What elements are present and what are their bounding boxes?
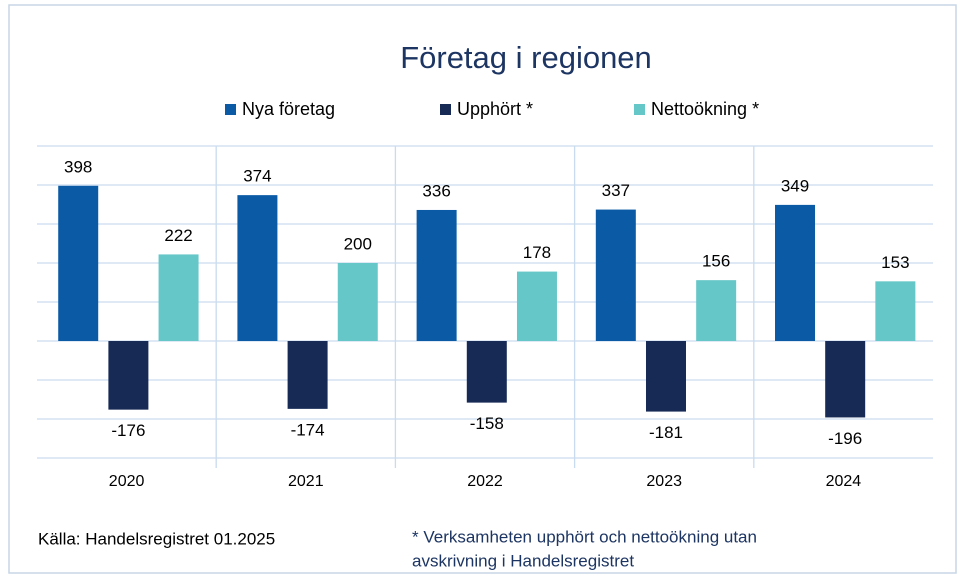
- legend-swatch: [225, 104, 236, 115]
- data-label: 349: [781, 176, 809, 195]
- bar: [466, 341, 507, 403]
- data-label: -174: [291, 420, 325, 439]
- bar: [645, 341, 686, 412]
- data-label: 222: [164, 226, 192, 245]
- legend-label: Nettoökning *: [651, 99, 759, 119]
- data-label: -196: [828, 429, 862, 448]
- data-label: 398: [64, 157, 92, 176]
- bar: [775, 204, 816, 341]
- chart-title: Företag i regionen: [400, 40, 652, 75]
- legend-swatch: [440, 104, 451, 115]
- bar: [337, 263, 378, 341]
- data-label: 178: [523, 243, 551, 262]
- footnote-line: avskrivning i Handelsregistret: [412, 551, 634, 570]
- data-label: 156: [702, 252, 730, 271]
- bar: [416, 209, 457, 341]
- x-tick-label: 2023: [646, 473, 682, 490]
- bar: [158, 254, 199, 341]
- bar: [696, 280, 737, 341]
- data-label: -181: [649, 423, 683, 442]
- x-tick-label: 2024: [826, 473, 862, 490]
- data-label: 374: [243, 167, 271, 186]
- bar: [875, 281, 916, 341]
- bar: [595, 209, 636, 341]
- x-tick-label: 2021: [288, 473, 324, 490]
- legend-label: Nya företag: [242, 99, 335, 119]
- bar: [287, 341, 328, 409]
- bar: [825, 341, 866, 418]
- bar: [108, 341, 149, 410]
- bar: [58, 185, 99, 341]
- x-tick-label: 2022: [467, 473, 503, 490]
- legend-swatch: [634, 104, 645, 115]
- data-label: 336: [422, 181, 450, 200]
- bar: [516, 271, 557, 341]
- footnote-line: * Verksamheten upphört och nettoökning u…: [412, 527, 757, 546]
- data-label: -176: [111, 421, 145, 440]
- data-label: 200: [344, 234, 372, 253]
- data-label: 153: [881, 253, 909, 272]
- source-note: Källa: Handelsregistret 01.2025: [38, 529, 275, 548]
- bar: [237, 195, 278, 341]
- data-label: 337: [602, 181, 630, 200]
- data-label: -158: [470, 414, 504, 433]
- legend-label: Upphört *: [457, 99, 533, 119]
- x-tick-label: 2020: [109, 473, 145, 490]
